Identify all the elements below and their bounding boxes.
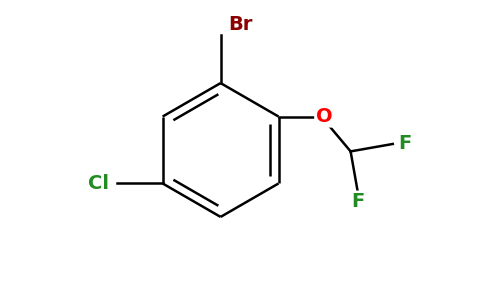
- Text: F: F: [398, 134, 411, 154]
- Text: O: O: [316, 107, 333, 126]
- Text: F: F: [351, 192, 364, 211]
- Text: Cl: Cl: [88, 174, 109, 193]
- Text: Br: Br: [228, 15, 253, 34]
